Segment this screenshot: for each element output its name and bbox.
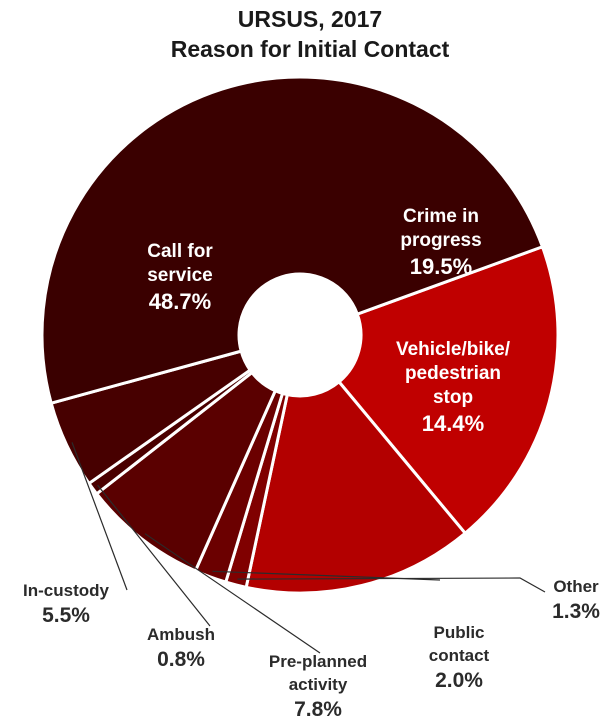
label-name-line: progress — [400, 230, 481, 251]
label-public-contact: Public contact 2.0% — [212, 570, 490, 692]
label-name-line: Pre-planned — [269, 652, 367, 671]
label-value: 2.0% — [435, 669, 483, 692]
chart-title: URSUS, 2017 Reason for Initial Contact — [171, 6, 450, 62]
label-name-line: activity — [289, 675, 348, 694]
chart-title-line-1: URSUS, 2017 — [238, 6, 382, 32]
slice-call-for-service — [40, 75, 544, 405]
label-name-line: pedestrian — [405, 363, 501, 384]
slice-vehicle-bike-pedestrian-stop — [244, 380, 467, 595]
label-name-line: Other — [553, 577, 599, 596]
donut-slices — [40, 75, 560, 595]
label-value: 7.8% — [294, 698, 342, 721]
label-value: 1.3% — [552, 600, 600, 623]
label-name-line: Ambush — [147, 625, 215, 644]
leader-line — [144, 533, 321, 654]
slice-pre-planned-activity — [95, 371, 277, 573]
slice-labels: Crime in progress 19.5% Vehicle/bike/pedest… — [23, 206, 600, 721]
label-ambush: Ambush 0.8% — [97, 484, 215, 671]
label-value: 19.5% — [410, 254, 472, 279]
leader-line — [237, 577, 546, 593]
label-value: 14.4% — [422, 411, 484, 436]
label-other: Other 1.3% — [237, 577, 600, 623]
slice-crime-in-progress — [337, 245, 560, 535]
label-call-for-service: Call for service 48.7% — [147, 241, 213, 314]
leader-line — [97, 484, 211, 627]
label-name-line: contact — [429, 646, 490, 665]
label-name-line: Crime in — [403, 206, 479, 227]
label-vehicle-bike-pedestrian-stop: Vehicle/bike/pedestrian stop 14.4% — [396, 339, 511, 436]
label-name-line: service — [147, 265, 213, 286]
label-pre-planned-activity: Pre-planned activity 7.8% — [144, 533, 367, 721]
label-in-custody: In-custody 5.5% — [23, 442, 128, 627]
label-name-line: stop — [433, 387, 473, 408]
leader-line — [71, 442, 128, 591]
label-name-line: Call for — [147, 241, 213, 262]
label-value: 48.7% — [149, 289, 211, 314]
leader-line — [212, 570, 441, 581]
label-name-line: In-custody — [23, 581, 109, 600]
label-value: 0.8% — [157, 648, 205, 671]
label-value: 5.5% — [42, 604, 90, 627]
label-crime-in-progress: Crime in progress 19.5% — [400, 206, 481, 279]
label-name-line: Public — [433, 623, 484, 642]
chart-title-line-2: Reason for Initial Contact — [171, 36, 450, 62]
label-name-line: Vehicle/bike/ — [396, 339, 511, 360]
